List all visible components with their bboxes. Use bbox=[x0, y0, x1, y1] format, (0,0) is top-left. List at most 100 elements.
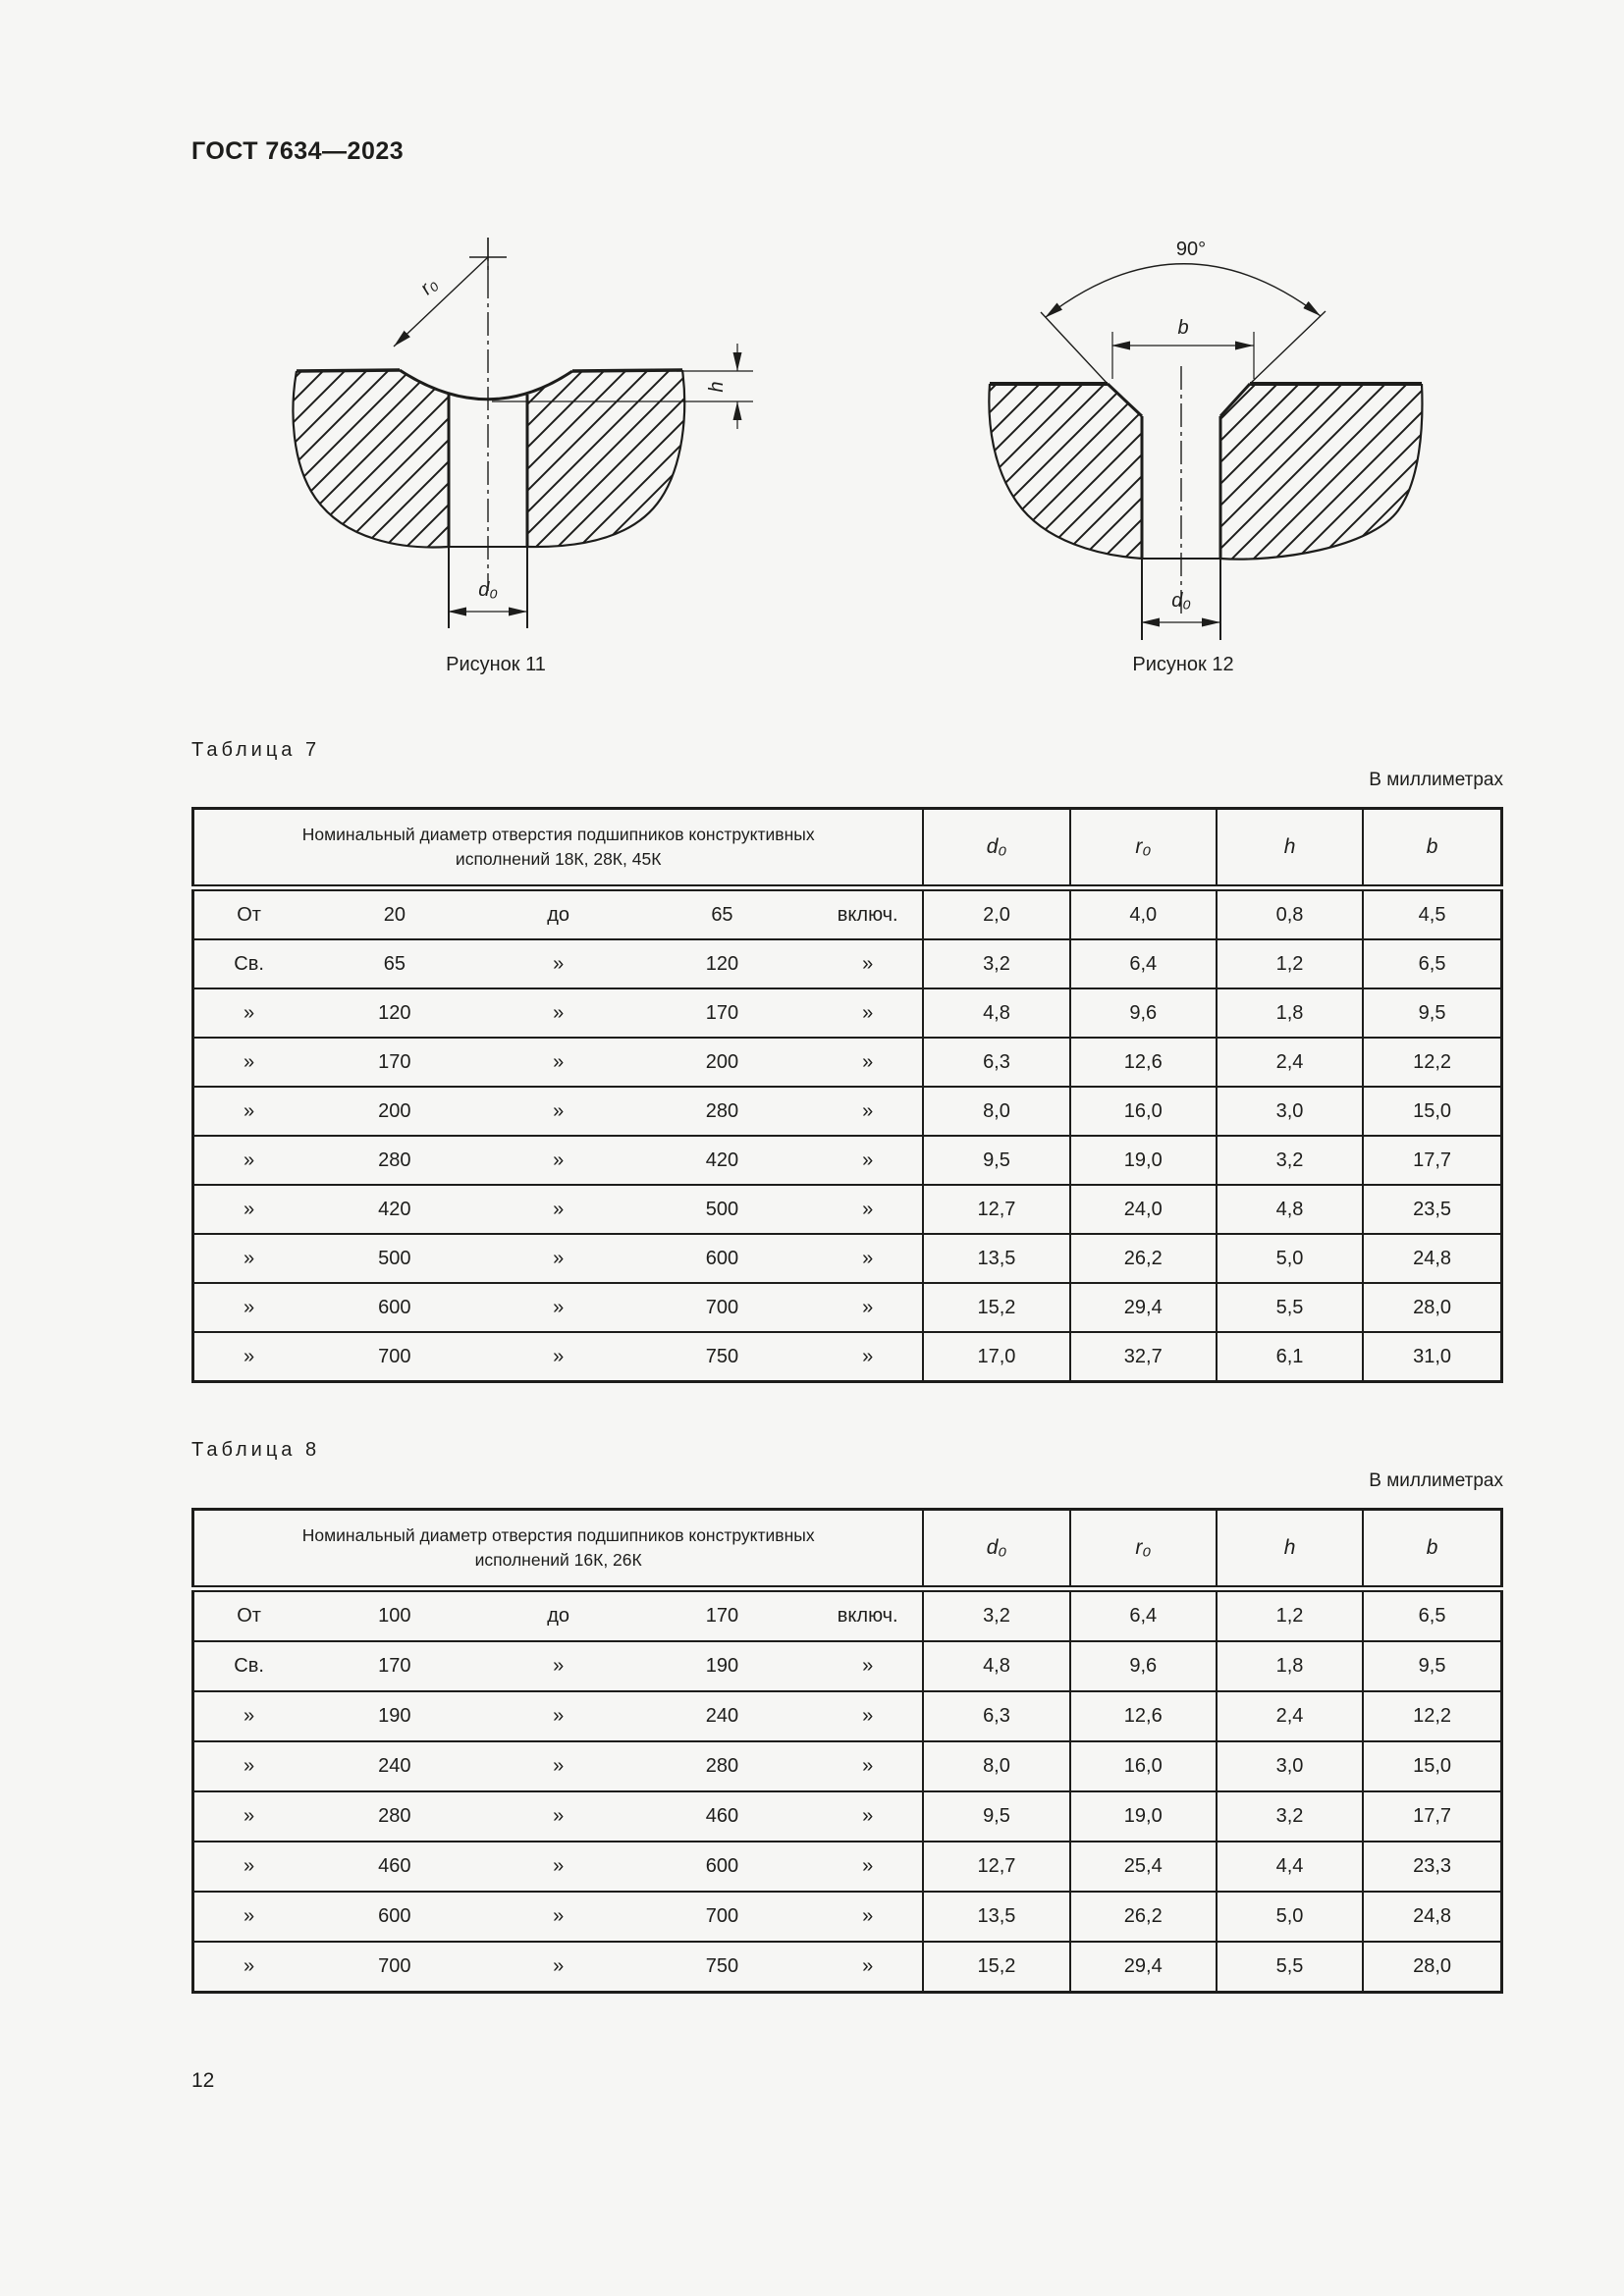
value-cell: 28,0 bbox=[1362, 1941, 1503, 1994]
range-part: » bbox=[244, 1099, 255, 1122]
value-cell: 4,0 bbox=[1068, 886, 1218, 940]
value-cell: 9,5 bbox=[922, 1790, 1071, 1842]
range-part: 65 bbox=[383, 952, 406, 975]
range-part: » bbox=[862, 1705, 874, 1727]
value-cell: 4,4 bbox=[1215, 1841, 1365, 1893]
range-part: От bbox=[237, 903, 261, 926]
range-part: » bbox=[553, 1855, 565, 1877]
range-part: » bbox=[244, 1001, 255, 1024]
value-cell: 2,0 bbox=[922, 886, 1071, 940]
table-7: Номинальный диаметр отверстия подшипнико… bbox=[191, 807, 1503, 1383]
value-cell: 4,8 bbox=[922, 988, 1071, 1039]
value-cell: 13,5 bbox=[922, 1233, 1071, 1284]
header-range-line1: Номинальный диаметр отверстия подшипнико… bbox=[301, 824, 815, 844]
value-cell: 15,2 bbox=[922, 1282, 1071, 1333]
value-cell: 26,2 bbox=[1068, 1233, 1218, 1284]
table-row: Св. 170 » 190 » 4,8 9,6 1,8 9,5 bbox=[191, 1640, 1503, 1692]
range-cell: » 600 » 700 » bbox=[191, 1282, 925, 1333]
part-outline bbox=[988, 382, 1424, 561]
table-row: » 280 » 460 » 9,5 19,0 3,2 17,7 bbox=[191, 1790, 1503, 1842]
range-part: 240 bbox=[378, 1755, 411, 1777]
table-8: Номинальный диаметр отверстия подшипнико… bbox=[191, 1508, 1503, 1994]
range-part: » bbox=[553, 1198, 565, 1220]
range-cell: » 700 » 750 » bbox=[191, 1331, 925, 1383]
table-8-units: В миллиметрах bbox=[1369, 1470, 1503, 1491]
value-cell: 4,8 bbox=[1215, 1184, 1365, 1235]
value-cell: 25,4 bbox=[1068, 1841, 1218, 1893]
figure-11-drawing: r₀ h d₀ bbox=[292, 238, 753, 628]
value-cell: 1,8 bbox=[1215, 988, 1365, 1039]
range-part: » bbox=[553, 1705, 565, 1727]
value-cell: 6,3 bbox=[922, 1690, 1071, 1742]
range-part: » bbox=[862, 1655, 874, 1677]
range-part: » bbox=[862, 1855, 874, 1877]
value-cell: 9,5 bbox=[1362, 1640, 1503, 1692]
value-cell: 17,0 bbox=[922, 1331, 1071, 1383]
value-cell: 24,8 bbox=[1362, 1233, 1503, 1284]
range-part: » bbox=[553, 1099, 565, 1122]
range-part: 120 bbox=[378, 1001, 411, 1024]
range-part: » bbox=[862, 1247, 874, 1269]
range-part: » bbox=[553, 1345, 565, 1367]
table-7-units: В миллиметрах bbox=[1369, 770, 1503, 790]
value-cell: 6,3 bbox=[922, 1037, 1071, 1088]
table-row: » 200 » 280 » 8,0 16,0 3,0 15,0 bbox=[191, 1086, 1503, 1137]
value-cell: 15,0 bbox=[1362, 1086, 1503, 1137]
table-7-title: Таблица 7 bbox=[191, 739, 321, 761]
value-cell: 29,4 bbox=[1068, 1282, 1218, 1333]
d0-dimension: d₀ bbox=[1141, 559, 1221, 640]
range-part: » bbox=[553, 1655, 565, 1677]
range-part: 460 bbox=[378, 1855, 411, 1877]
part-outline bbox=[292, 368, 686, 549]
value-cell: 12,6 bbox=[1068, 1037, 1218, 1088]
range-part: 700 bbox=[705, 1296, 739, 1318]
value-cell: 2,4 bbox=[1215, 1037, 1365, 1088]
range-part: Св. bbox=[234, 952, 264, 975]
range-part: 500 bbox=[705, 1198, 739, 1220]
range-part: » bbox=[553, 1905, 565, 1927]
value-cell: 8,0 bbox=[922, 1086, 1071, 1137]
value-cell: 3,0 bbox=[1215, 1086, 1365, 1137]
value-cell: 17,7 bbox=[1362, 1135, 1503, 1186]
value-cell: 3,2 bbox=[1215, 1790, 1365, 1842]
value-cell: 6,5 bbox=[1362, 1587, 1503, 1642]
value-cell: 3,2 bbox=[922, 938, 1071, 989]
value-cell: 9,5 bbox=[1362, 988, 1503, 1039]
range-part: 100 bbox=[378, 1605, 411, 1627]
table-row: » 280 » 420 » 9,5 19,0 3,2 17,7 bbox=[191, 1135, 1503, 1186]
value-cell: 5,0 bbox=[1215, 1891, 1365, 1943]
b-dimension: b bbox=[1111, 317, 1255, 379]
table-8-title: Таблица 8 bbox=[191, 1439, 321, 1461]
range-cell: » 420 » 500 » bbox=[191, 1184, 925, 1235]
range-part: 700 bbox=[378, 1345, 411, 1367]
table-row: » 600 » 700 » 13,5 26,2 5,0 24,8 bbox=[191, 1891, 1503, 1943]
range-part: » bbox=[553, 1805, 565, 1827]
range-part: » bbox=[553, 1296, 565, 1318]
header-d0-cell: d₀ bbox=[922, 807, 1071, 891]
table-row: Св. 65 » 120 » 3,2 6,4 1,2 6,5 bbox=[191, 938, 1503, 989]
value-cell: 1,2 bbox=[1215, 938, 1365, 989]
range-part: » bbox=[244, 1705, 255, 1727]
table-row: » 240 » 280 » 8,0 16,0 3,0 15,0 bbox=[191, 1740, 1503, 1792]
value-cell: 12,6 bbox=[1068, 1690, 1218, 1742]
value-cell: 24,8 bbox=[1362, 1891, 1503, 1943]
value-cell: 17,7 bbox=[1362, 1790, 1503, 1842]
range-cell: » 240 » 280 » bbox=[191, 1740, 925, 1792]
range-part: » bbox=[244, 1805, 255, 1827]
r0-dimension: r₀ bbox=[393, 256, 489, 347]
header-r0-cell: r₀ bbox=[1068, 1508, 1218, 1592]
header-r0-cell: r₀ bbox=[1068, 807, 1218, 891]
range-cell: » 700 » 750 » bbox=[191, 1941, 925, 1994]
value-cell: 2,4 bbox=[1215, 1690, 1365, 1742]
range-part: Св. bbox=[234, 1655, 264, 1677]
value-cell: 4,8 bbox=[922, 1640, 1071, 1692]
range-part: » bbox=[553, 1955, 565, 1977]
value-cell: 9,5 bbox=[922, 1135, 1071, 1186]
value-cell: 23,3 bbox=[1362, 1841, 1503, 1893]
value-cell: 16,0 bbox=[1068, 1740, 1218, 1792]
range-part: » bbox=[862, 952, 874, 975]
range-part: От bbox=[237, 1605, 261, 1627]
range-part: » bbox=[553, 1247, 565, 1269]
range-part: » bbox=[862, 1198, 874, 1220]
range-part: 170 bbox=[378, 1050, 411, 1073]
